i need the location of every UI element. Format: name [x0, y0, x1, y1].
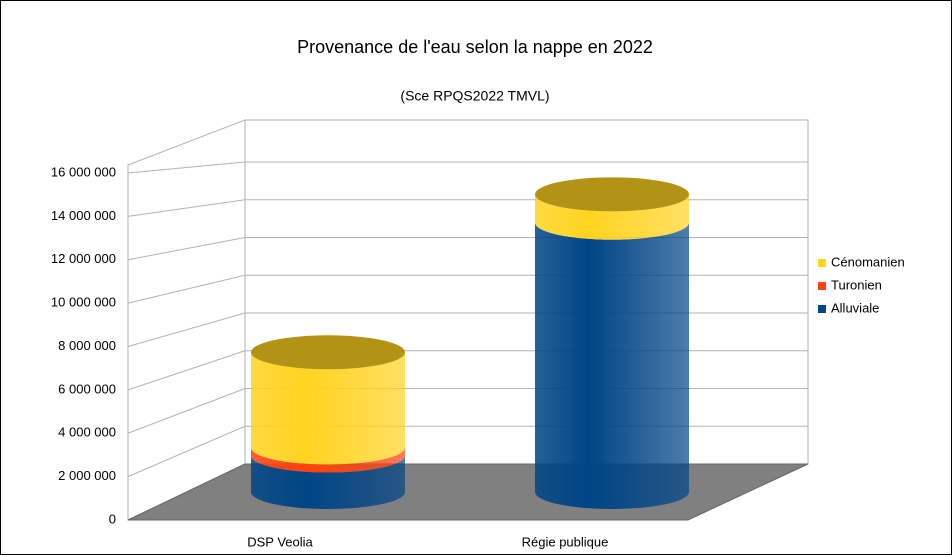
grid-line [127, 274, 246, 304]
y-tick-label: 0 [109, 511, 116, 526]
grid-line [127, 161, 246, 174]
cylinder-segment [251, 447, 405, 473]
grid-line [127, 425, 246, 478]
legend-label: Turonien [831, 277, 882, 292]
cylinder-segment [535, 194, 689, 240]
y-tick-label: 16 000 000 [51, 164, 116, 179]
y-tick-label: 8 000 000 [58, 338, 116, 353]
grid-line [127, 237, 246, 261]
y-tick-label: 2 000 000 [58, 468, 116, 483]
legend-label: Alluviale [831, 300, 879, 315]
cylinder-segment [535, 222, 689, 510]
chart-subtitle: (Sce RPQS2022 TMVL) [400, 88, 549, 104]
grid-line [127, 388, 246, 434]
grid-line [127, 350, 246, 391]
cylinder-segment [251, 455, 405, 509]
grid-line [127, 312, 246, 347]
cylinder-top [251, 335, 405, 370]
legend-swatch [818, 305, 826, 313]
y-tick-label: 10 000 000 [51, 295, 116, 310]
grid-line [127, 199, 246, 217]
cylinder-top-shade [251, 335, 405, 370]
y-tick-label: 14 000 000 [51, 208, 116, 223]
x-tick-label: DSP Veolia [247, 534, 313, 549]
y-tick-label: 4 000 000 [58, 425, 116, 440]
x-tick-label: Régie publique [522, 534, 609, 549]
legend-swatch [818, 282, 826, 290]
legend-swatch [818, 259, 826, 267]
cylinder-top [535, 177, 689, 212]
y-tick-label: 12 000 000 [51, 251, 116, 266]
chart-title: Provenance de l'eau selon la nappe en 20… [297, 37, 653, 57]
legend-label: Cénomanien [831, 254, 905, 269]
y-tick-label: 6 000 000 [58, 381, 116, 396]
cylinder-segment [251, 352, 405, 465]
cylinder-top-shade [535, 177, 689, 212]
floor [127, 463, 809, 521]
side-wall [127, 119, 246, 521]
